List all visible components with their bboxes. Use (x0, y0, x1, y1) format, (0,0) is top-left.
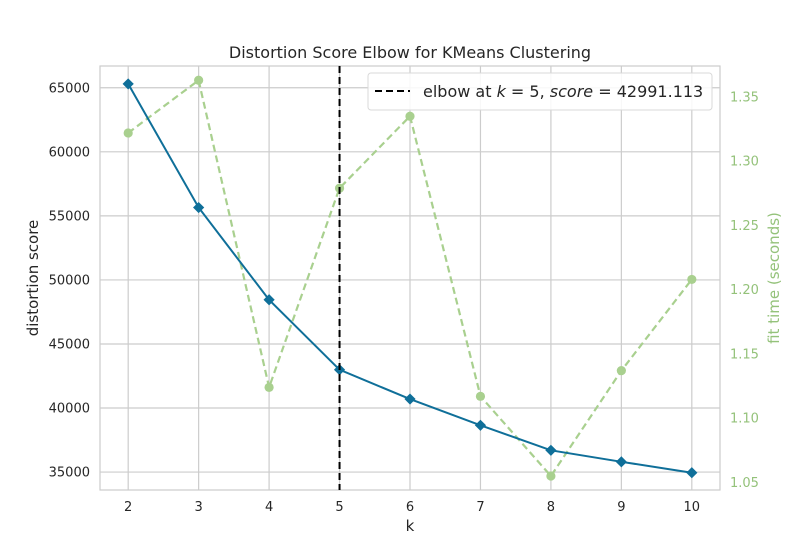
distortion-point (193, 201, 205, 214)
fit-time-point (687, 274, 697, 285)
y2-tick-label: 1.25 (730, 219, 759, 234)
distortion-point (122, 78, 134, 90)
y-tick-label: 50000 (49, 273, 90, 288)
x-tick-label: 2 (124, 500, 132, 515)
legend: elbow at k = 5, score = 42991.113 (367, 72, 713, 111)
fit-time-point (546, 471, 556, 481)
left-axis-ticks: 35000 40000 45000 50000 55000 60000 65000 (49, 81, 90, 480)
y-tick-label: 65000 (49, 81, 90, 96)
x-tick-label: 3 (194, 500, 202, 515)
legend-entry-elbow: elbow at k = 5, score = 42991.113 (423, 82, 703, 101)
fit-time-point (194, 75, 204, 85)
x-tick-label: 4 (265, 500, 273, 515)
x-tick-label: 10 (684, 500, 701, 515)
y2-tick-label: 1.05 (730, 476, 759, 491)
grid (100, 66, 720, 490)
right-axis-ticks: 1.05 1.10 1.15 1.20 1.25 1.30 1.35 (730, 90, 759, 490)
y-axis-label: distortion score (24, 220, 42, 337)
plot-frame (99, 65, 721, 491)
y-tick-label: 60000 (49, 145, 90, 160)
distortion-point (545, 444, 557, 456)
x-tick-label: 7 (476, 500, 484, 515)
fit-time-point (405, 111, 415, 121)
y2-tick-label: 1.30 (730, 155, 759, 170)
y2-tick-label: 1.35 (730, 90, 759, 105)
legend-box (367, 72, 713, 111)
distortion-point (474, 419, 487, 431)
distortion-point (263, 294, 275, 306)
distortion-point (615, 456, 627, 468)
fit-time-point (616, 366, 626, 376)
x-tick-label: 9 (617, 500, 625, 515)
y-tick-label: 55000 (49, 209, 90, 224)
fit-time-point (123, 128, 133, 138)
distortion-point (404, 393, 416, 405)
x-tick-label: 6 (406, 500, 414, 515)
y-tick-label: 35000 (49, 466, 90, 481)
distortion-point (686, 467, 698, 479)
fit-time-point (475, 391, 486, 401)
x-axis-label: k (406, 517, 415, 535)
series-layer (122, 75, 698, 481)
y2-tick-label: 1.10 (730, 412, 759, 427)
y2-tick-label: 1.20 (730, 283, 759, 298)
y-tick-label: 40000 (49, 402, 90, 417)
y-tick-label: 45000 (49, 337, 90, 352)
fit-time-series-line (127, 78, 693, 478)
x-tick-label: 5 (335, 500, 343, 515)
x-tick-label: 8 (547, 500, 555, 515)
fit-time-point (264, 382, 274, 392)
y2-axis-label: fit time (seconds) (765, 212, 783, 344)
x-axis-ticks: 2 3 4 5 6 7 8 9 10 (124, 500, 700, 515)
chart-title: Distortion Score Elbow for KMeans Cluste… (229, 43, 591, 62)
y2-tick-label: 1.15 (730, 347, 759, 362)
